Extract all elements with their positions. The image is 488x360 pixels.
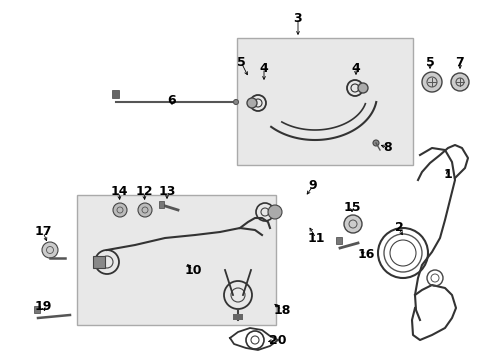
Text: 14: 14 — [110, 185, 127, 198]
Circle shape — [138, 203, 152, 217]
Bar — [232, 316, 243, 318]
Circle shape — [343, 215, 361, 233]
Circle shape — [267, 205, 282, 219]
Circle shape — [113, 203, 127, 217]
Text: 18: 18 — [273, 303, 290, 316]
Bar — [77, 195, 275, 325]
Text: 8: 8 — [383, 141, 391, 154]
Circle shape — [421, 72, 441, 92]
Circle shape — [357, 83, 367, 93]
Text: 3: 3 — [293, 12, 302, 24]
Bar — [93, 256, 105, 268]
Bar — [159, 201, 163, 208]
Text: 16: 16 — [357, 248, 374, 261]
Text: 1: 1 — [443, 168, 451, 181]
Text: 9: 9 — [308, 180, 317, 193]
Bar — [34, 306, 40, 313]
Text: 4: 4 — [259, 62, 268, 75]
Text: 6: 6 — [167, 94, 176, 107]
Text: 17: 17 — [34, 225, 52, 238]
Text: 2: 2 — [394, 221, 403, 234]
Text: 11: 11 — [306, 231, 324, 244]
Circle shape — [372, 140, 378, 146]
Circle shape — [450, 73, 468, 91]
Text: 4: 4 — [351, 62, 360, 75]
Text: 15: 15 — [343, 202, 360, 215]
Text: 12: 12 — [135, 185, 152, 198]
Bar — [232, 318, 243, 320]
Bar — [232, 314, 243, 316]
Circle shape — [233, 99, 238, 104]
Circle shape — [42, 242, 58, 258]
Bar — [237, 38, 412, 165]
Bar — [112, 90, 119, 98]
Bar — [335, 237, 341, 244]
Text: 5: 5 — [236, 55, 245, 68]
Circle shape — [246, 98, 257, 108]
Text: 10: 10 — [184, 264, 202, 276]
Text: 5: 5 — [425, 55, 433, 68]
Text: 19: 19 — [34, 300, 52, 312]
Text: 13: 13 — [158, 185, 175, 198]
Text: 20: 20 — [269, 333, 286, 346]
Text: 7: 7 — [455, 55, 464, 68]
